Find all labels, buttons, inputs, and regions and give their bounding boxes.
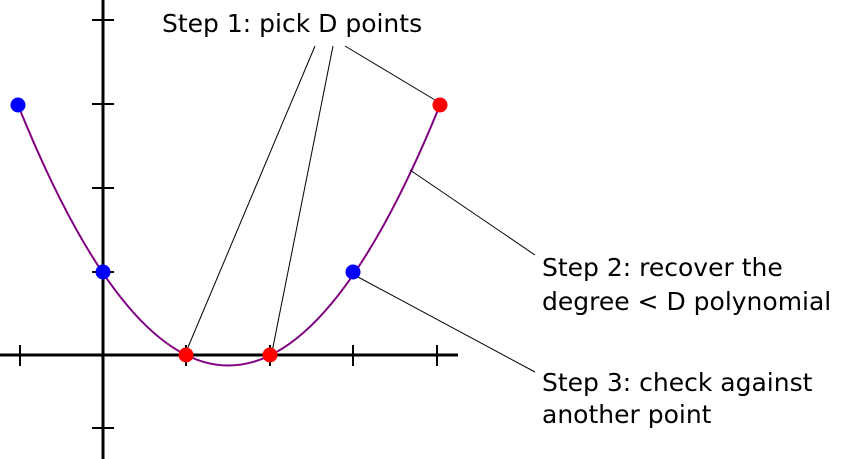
points	[10, 97, 448, 363]
check-point	[95, 264, 111, 280]
check-point	[345, 264, 361, 280]
leader-line	[409, 169, 536, 256]
step2-label: Step 2: recover the	[542, 253, 783, 282]
leader-lines	[185, 45, 536, 373]
step3-label: another point	[542, 400, 712, 429]
axes	[0, 0, 458, 459]
leader-line	[344, 45, 441, 104]
polynomial-curve	[17, 104, 441, 367]
picked-point	[262, 347, 278, 363]
leader-line	[271, 45, 334, 353]
leader-line	[357, 276, 536, 373]
step1-label: Step 1: pick D points	[162, 9, 422, 38]
step2-label: degree < D polynomial	[542, 287, 831, 316]
step3-label: Step 3: check against	[542, 368, 813, 397]
ticks	[19, 19, 438, 429]
check-point	[10, 97, 26, 113]
picked-point	[178, 347, 194, 363]
leader-line	[185, 45, 316, 353]
picked-point	[432, 97, 448, 113]
